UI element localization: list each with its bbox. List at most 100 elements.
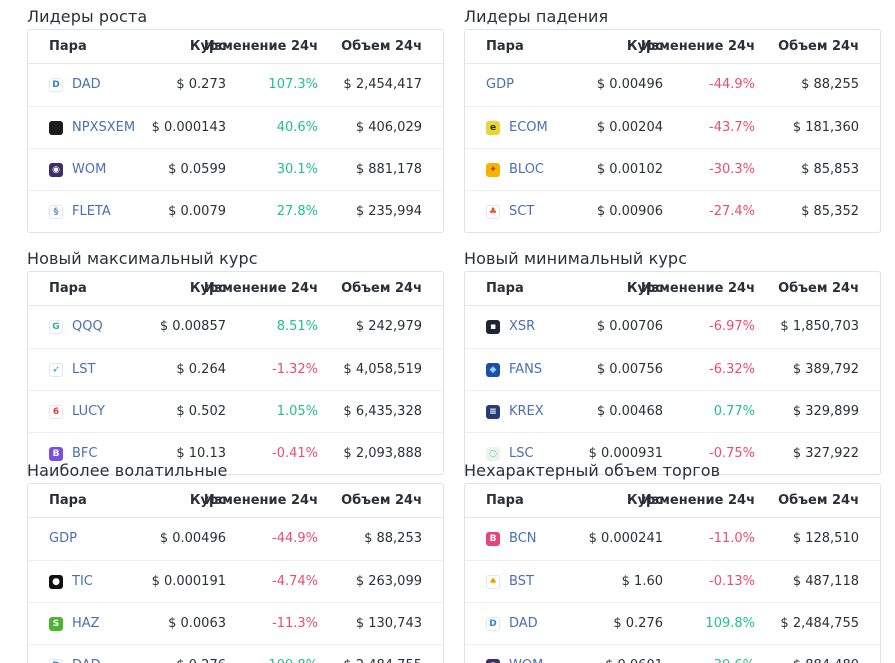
pair-link[interactable]: LSC — [509, 446, 534, 461]
table-row[interactable]: ✦ BLOC $ 0.00102 -30.3% $ 85,853 — [465, 148, 880, 190]
column-header-price[interactable]: Курс — [626, 281, 663, 296]
pair-link[interactable]: GDP — [486, 77, 514, 92]
pair-cell[interactable]: ◉ WOM — [49, 149, 106, 191]
table-row[interactable]: ◌ LSC $ 0.000931 -0.75% $ 327,922 — [465, 432, 880, 474]
pair-link[interactable]: DAD — [509, 616, 538, 631]
pair-link[interactable]: XSR — [509, 319, 536, 334]
column-header-price[interactable]: Курс — [189, 281, 226, 296]
column-header-volume[interactable]: Объем 24ч — [778, 281, 859, 296]
pair-link[interactable]: FANS — [509, 362, 543, 377]
pair-cell[interactable]: B BCN — [486, 518, 537, 560]
pair-cell[interactable]: ✦ BLOC — [486, 149, 544, 191]
pair-link[interactable]: LUCY — [72, 404, 105, 419]
table-row[interactable]: ◉ WOM $ 0.0599 30.1% $ 881,178 — [28, 148, 443, 190]
pair-cell[interactable]: B BFC — [49, 433, 98, 474]
pair-link[interactable]: BST — [509, 574, 534, 589]
pair-cell[interactable]: ➶ LST — [49, 349, 95, 391]
pair-link[interactable]: DAD — [72, 645, 101, 663]
pair-link[interactable]: NPXSXEM — [72, 120, 136, 135]
change-value: -6.97% — [709, 319, 755, 334]
column-header-pair[interactable]: Пара — [49, 39, 87, 54]
pair-cell[interactable]: GDP — [486, 64, 514, 106]
column-header-pair[interactable]: Пара — [486, 493, 524, 508]
pair-link[interactable]: BCN — [509, 531, 537, 546]
pair-link[interactable]: LST — [72, 362, 96, 377]
column-header-price[interactable]: Курс — [189, 39, 226, 54]
pair-link[interactable]: SCT — [509, 204, 535, 219]
pair-cell[interactable]: D DAD — [49, 645, 101, 663]
table-row[interactable]: e ECOM $ 0.00204 -43.7% $ 181,360 — [465, 106, 880, 148]
table-row[interactable]: D DAD $ 0.273 107.3% $ 2,454,417 — [28, 64, 443, 106]
pair-cell[interactable]: ◉ WOM — [486, 645, 543, 663]
table-row[interactable]: D DAD $ 0.276 109.8% $ 2,484,755 — [28, 644, 443, 663]
pair-link[interactable]: BLOC — [509, 162, 545, 177]
pair-cell[interactable]: 6 LUCY — [49, 391, 105, 433]
table-row[interactable]: GDP $ 0.00496 -44.9% $ 88,253 — [28, 518, 443, 560]
table-row[interactable]: D DAD $ 0.276 109.8% $ 2,484,755 — [465, 602, 880, 644]
column-header-volume[interactable]: Объем 24ч — [778, 39, 859, 54]
table-row[interactable]: G QQQ $ 0.00857 8.51% $ 242,979 — [28, 306, 443, 348]
pair-link[interactable]: QQQ — [72, 319, 103, 334]
pair-link[interactable]: TIC — [72, 574, 93, 589]
pair-link[interactable]: KREX — [509, 404, 544, 419]
column-header-price[interactable]: Курс — [189, 493, 226, 508]
pair-cell[interactable]: G QQQ — [49, 306, 103, 348]
column-header-change[interactable]: Изменение 24ч — [203, 281, 318, 296]
table-row[interactable]: ◉ WOM $ 0.0601 30.6% $ 884,480 — [465, 644, 880, 663]
column-header-change[interactable]: Изменение 24ч — [640, 493, 755, 508]
pair-cell[interactable]: S HAZ — [49, 603, 100, 645]
table-row[interactable]: B BFC $ 10.13 -0.41% $ 2,093,888 — [28, 432, 443, 474]
pair-cell[interactable]: ◆ FANS — [486, 349, 542, 391]
column-header-price[interactable]: Курс — [626, 39, 663, 54]
pair-cell[interactable]: ≡ KREX — [486, 391, 544, 433]
column-header-change[interactable]: Изменение 24ч — [640, 281, 755, 296]
column-header-pair[interactable]: Пара — [486, 281, 524, 296]
pair-cell[interactable]: ● TIC — [49, 561, 93, 603]
column-header-price[interactable]: Курс — [626, 493, 663, 508]
dad-icon: D — [49, 78, 63, 92]
column-header-change[interactable]: Изменение 24ч — [203, 493, 318, 508]
pair-link[interactable]: HAZ — [72, 616, 100, 631]
table-row[interactable]: ▪ XSR $ 0.00706 -6.97% $ 1,850,703 — [465, 306, 880, 348]
column-header-volume[interactable]: Объем 24ч — [778, 493, 859, 508]
column-header-volume[interactable]: Объем 24ч — [341, 493, 422, 508]
pair-cell[interactable]: e ECOM — [486, 107, 548, 149]
table-row[interactable]: § FLETA $ 0.0079 27.8% $ 235,994 — [28, 190, 443, 232]
table-row[interactable]: NPXSXEM $ 0.000143 40.6% $ 406,029 — [28, 106, 443, 148]
pair-cell[interactable]: ▪ XSR — [486, 306, 535, 348]
pair-link[interactable]: GDP — [49, 531, 77, 546]
column-header-volume[interactable]: Объем 24ч — [341, 281, 422, 296]
column-header-change[interactable]: Изменение 24ч — [203, 39, 318, 54]
column-header-pair[interactable]: Пара — [49, 493, 87, 508]
pair-cell[interactable]: ◌ LSC — [486, 433, 534, 474]
pair-cell[interactable]: D DAD — [49, 64, 101, 106]
column-header-pair[interactable]: Пара — [486, 39, 524, 54]
pair-link[interactable]: FLETA — [72, 204, 111, 219]
table-row[interactable]: ● TIC $ 0.000191 -4.74% $ 263,099 — [28, 560, 443, 602]
table-row[interactable]: ◆ FANS $ 0.00756 -6.32% $ 389,792 — [465, 348, 880, 390]
pair-cell[interactable]: ♠ BST — [486, 561, 534, 603]
pair-cell[interactable]: GDP — [49, 518, 77, 560]
pair-link[interactable]: WOM — [509, 645, 543, 663]
volume-value: $ 263,099 — [355, 574, 422, 589]
table-row[interactable]: ≡ KREX $ 0.00468 0.77% $ 329,899 — [465, 390, 880, 432]
column-header-volume[interactable]: Объем 24ч — [341, 39, 422, 54]
table-row[interactable]: ♠ BST $ 1.60 -0.13% $ 487,118 — [465, 560, 880, 602]
qqq-icon: G — [49, 320, 63, 334]
column-header-pair[interactable]: Пара — [49, 281, 87, 296]
pair-link[interactable]: BFC — [72, 446, 98, 461]
table-row[interactable]: GDP $ 0.00496 -44.9% $ 88,255 — [465, 64, 880, 106]
table-row[interactable]: S HAZ $ 0.0063 -11.3% $ 130,743 — [28, 602, 443, 644]
pair-link[interactable]: DAD — [72, 77, 101, 92]
pair-link[interactable]: ECOM — [509, 120, 548, 135]
pair-cell[interactable]: D DAD — [486, 603, 538, 645]
pair-cell[interactable]: NPXSXEM — [49, 107, 135, 149]
table-row[interactable]: 6 LUCY $ 0.502 1.05% $ 6,435,328 — [28, 390, 443, 432]
table-row[interactable]: ♣ SCT $ 0.00906 -27.4% $ 85,352 — [465, 190, 880, 232]
column-header-change[interactable]: Изменение 24ч — [640, 39, 755, 54]
table-row[interactable]: B BCN $ 0.000241 -11.0% $ 128,510 — [465, 518, 880, 560]
pair-cell[interactable]: § FLETA — [49, 191, 111, 232]
pair-link[interactable]: WOM — [72, 162, 107, 177]
table-row[interactable]: ➶ LST $ 0.264 -1.32% $ 4,058,519 — [28, 348, 443, 390]
pair-cell[interactable]: ♣ SCT — [486, 191, 535, 232]
